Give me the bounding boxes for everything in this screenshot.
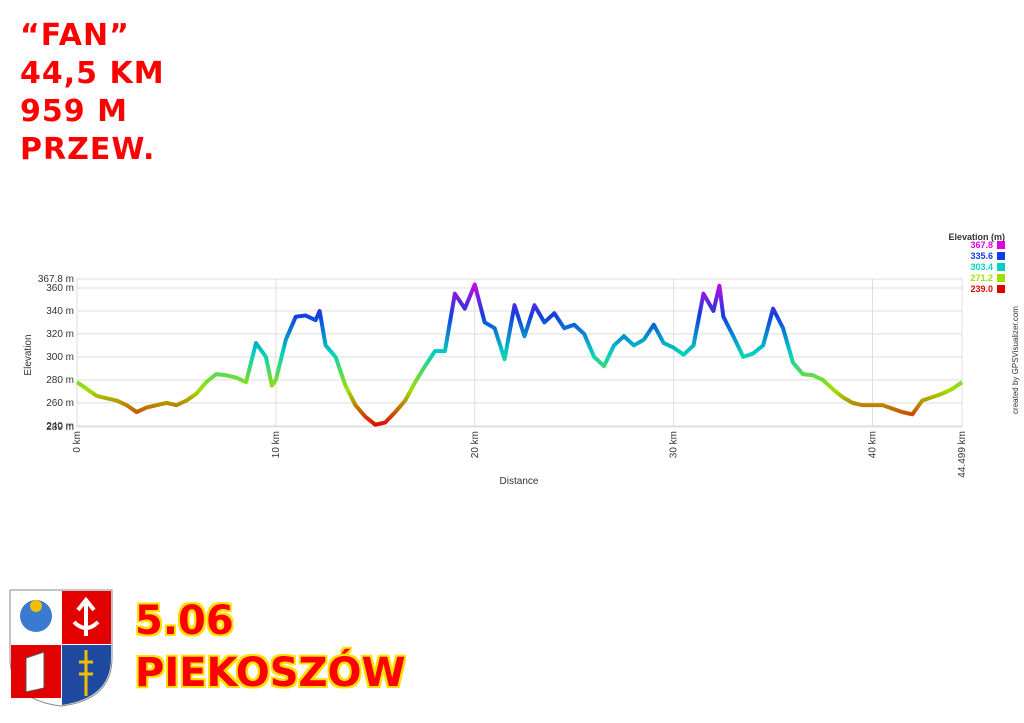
legend-swatch [997, 285, 1005, 293]
x-tick-label: 0 km [72, 431, 83, 453]
x-axis-label: Distance [500, 476, 539, 487]
y-tick-label: 280 m [46, 375, 74, 386]
x-tick-label: 40 km [868, 431, 879, 458]
legend-label: 271.2 [970, 273, 993, 283]
y-axis-label: Elevation [23, 334, 34, 375]
type-text: PRZEW. [20, 132, 156, 167]
plot-area [76, 278, 963, 428]
distance-text: 44,5 KM [20, 56, 165, 91]
legend-swatch [997, 274, 1005, 282]
y-tick-label: 240 m [46, 421, 74, 432]
legend-swatch [997, 252, 1005, 260]
legend-swatch [997, 263, 1005, 271]
legend-label: 303.4 [970, 262, 993, 272]
x-tick-label: 30 km [669, 431, 680, 458]
legend-title: Elevation (m) [948, 232, 1005, 242]
y-tick-label: 340 m [46, 306, 74, 317]
legend-label: 367.8 [970, 240, 993, 250]
date-text: 5.06 [134, 597, 234, 645]
coat-of-arms [9, 589, 113, 707]
legend-swatch [997, 241, 1005, 249]
place-text: PIEKOSZÓW [134, 649, 406, 697]
y-tick-label: 300 m [46, 352, 74, 363]
y-tick-label: 239 m [46, 422, 74, 433]
y-tick-label: 367.8 m [38, 274, 74, 285]
y-tick-label: 260 m [46, 398, 74, 409]
elevation-chart: Elevation Distance created by GPSVisuali… [23, 232, 1020, 487]
x-tick-label: 44.499 km [957, 431, 968, 478]
y-tick-label: 360 m [46, 283, 74, 294]
legend-label: 239.0 [970, 284, 993, 294]
climb-text: 959 M [20, 94, 128, 129]
elevation-line [75, 282, 964, 427]
title-line: “FAN” [20, 18, 130, 53]
y-tick-label: 320 m [46, 329, 74, 340]
x-tick-label: 10 km [271, 431, 282, 458]
x-tick-label: 20 km [470, 431, 481, 458]
legend-label: 335.6 [970, 251, 993, 261]
credit: created by GPSVisualizer.com [1011, 306, 1020, 414]
